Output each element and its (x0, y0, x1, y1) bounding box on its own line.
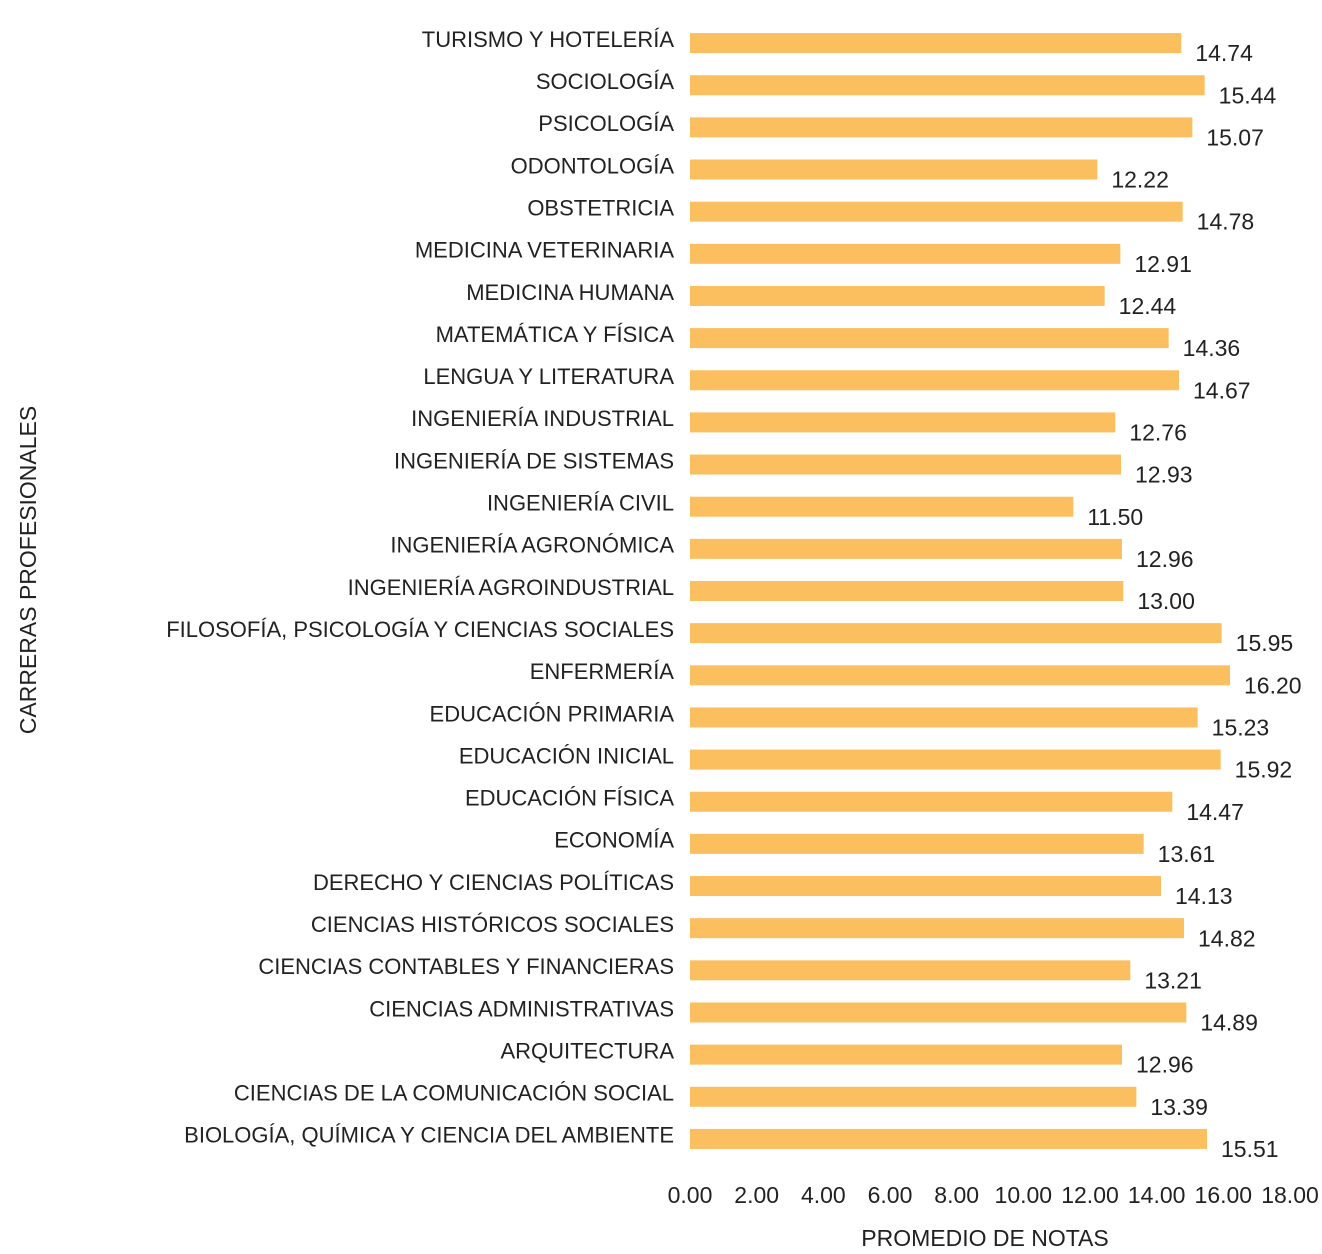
value-label: 15.92 (1235, 757, 1293, 783)
y-tick-label: CIENCIAS ADMINISTRATIVAS (369, 996, 674, 1021)
y-tick-label: CIENCIAS HISTÓRICOS SOCIALES (311, 912, 674, 937)
y-tick-label: OBSTETRICIA (527, 195, 674, 220)
value-label: 14.67 (1193, 377, 1251, 403)
y-tick-label: CIENCIAS DE LA COMUNICACIÓN SOCIAL (234, 1081, 674, 1106)
x-tick-label: 8.00 (934, 1182, 979, 1208)
bar (690, 707, 1198, 728)
y-tick-label: MATEMÁTICA Y FÍSICA (436, 322, 675, 347)
x-tick-label: 12.00 (1061, 1182, 1119, 1208)
y-tick-label: PSICOLOGÍA (538, 111, 674, 136)
x-tick-label: 10.00 (995, 1182, 1053, 1208)
y-tick-label: SOCIOLOGÍA (536, 69, 674, 94)
bar (690, 454, 1121, 475)
value-label: 11.50 (1087, 504, 1143, 530)
value-label: 13.61 (1158, 841, 1216, 867)
y-tick-label: INGENIERÍA AGROINDUSTRIAL (348, 575, 674, 600)
value-label: 15.23 (1212, 715, 1270, 741)
y-tick-label: INGENIERÍA DE SISTEMAS (394, 448, 674, 473)
value-label: 12.76 (1129, 419, 1187, 445)
bar (690, 75, 1205, 96)
bar (690, 33, 1182, 54)
y-tick-label: FILOSOFÍA, PSICOLOGÍA Y CIENCIAS SOCIALE… (166, 617, 674, 642)
y-tick-label: INGENIERÍA CIVIL (487, 491, 674, 516)
value-label: 14.74 (1195, 40, 1253, 66)
bar (690, 665, 1230, 686)
bar (690, 833, 1144, 854)
bar (690, 117, 1193, 138)
y-tick-label: MEDICINA HUMANA (466, 280, 674, 305)
x-axis-title: PROMEDIO DE NOTAS (861, 1225, 1109, 1251)
value-label: 14.89 (1200, 1010, 1258, 1036)
x-tick-label: 14.00 (1128, 1182, 1186, 1208)
value-label: 14.36 (1183, 335, 1241, 361)
y-tick-label: BIOLOGÍA, QUÍMICA Y CIENCIA DEL AMBIENTE (184, 1123, 674, 1148)
bar (690, 496, 1074, 517)
value-label: 12.93 (1135, 462, 1193, 488)
value-label: 12.91 (1134, 251, 1192, 277)
value-label: 14.13 (1175, 883, 1233, 909)
bar (690, 538, 1122, 559)
value-label: 12.22 (1111, 167, 1169, 193)
bar (690, 1002, 1187, 1023)
bar (690, 749, 1221, 770)
y-tick-label: EDUCACIÓN PRIMARIA (430, 701, 675, 726)
y-tick-label: EDUCACIÓN INICIAL (459, 743, 674, 768)
bar (690, 159, 1098, 180)
x-tick-label: 0.00 (668, 1182, 713, 1208)
value-label: 12.96 (1136, 1052, 1194, 1078)
y-tick-label: ENFERMERÍA (530, 659, 675, 684)
value-label: 13.39 (1150, 1094, 1208, 1120)
bar (690, 328, 1169, 349)
value-label: 15.07 (1206, 124, 1264, 150)
y-tick-label: ARQUITECTURA (500, 1038, 674, 1063)
x-tick-label: 6.00 (868, 1182, 913, 1208)
bar (690, 412, 1116, 433)
bar (690, 791, 1173, 812)
value-label: 14.78 (1197, 209, 1255, 235)
bar (690, 960, 1131, 981)
value-label: 15.95 (1236, 630, 1294, 656)
value-label: 13.00 (1137, 588, 1195, 614)
y-tick-label: ECONOMÍA (554, 828, 674, 853)
y-tick-label: ODONTOLOGÍA (511, 153, 675, 178)
bar (690, 285, 1105, 306)
bar (690, 623, 1222, 644)
value-label: 15.44 (1219, 82, 1277, 108)
x-tick-label: 18.00 (1261, 1182, 1319, 1208)
value-label: 13.21 (1144, 967, 1202, 993)
bar (690, 201, 1183, 222)
value-label: 15.51 (1221, 1136, 1279, 1162)
y-tick-label: EDUCACIÓN FÍSICA (465, 786, 674, 811)
y-tick-label: TURISMO Y HOTELERÍA (422, 27, 675, 52)
y-tick-label: INGENIERÍA INDUSTRIAL (411, 406, 674, 431)
value-label: 14.82 (1198, 925, 1256, 951)
bar (690, 1044, 1122, 1065)
y-axis-title: CARRERAS PROFESIONALES (15, 406, 41, 734)
value-label: 14.47 (1186, 799, 1244, 825)
bar (690, 243, 1121, 264)
value-label: 16.20 (1244, 672, 1302, 698)
x-tick-label: 2.00 (734, 1182, 779, 1208)
x-tick-label: 16.00 (1195, 1182, 1253, 1208)
y-tick-label: DERECHO Y CIENCIAS POLÍTICAS (313, 870, 674, 895)
y-tick-label: INGENIERÍA AGRONÓMICA (390, 533, 674, 558)
bar (690, 1128, 1207, 1149)
y-tick-label: MEDICINA VETERINARIA (415, 238, 674, 263)
x-tick-label: 4.00 (801, 1182, 846, 1208)
bar (690, 876, 1161, 897)
y-tick-label: CIENCIAS CONTABLES Y FINANCIERAS (258, 954, 674, 979)
y-tick-label: LENGUA Y LITERATURA (423, 364, 674, 389)
bar (690, 1086, 1137, 1107)
bar (690, 370, 1179, 391)
value-label: 12.44 (1119, 293, 1177, 319)
bar (690, 918, 1184, 939)
value-label: 12.96 (1136, 546, 1194, 572)
bar (690, 581, 1124, 601)
